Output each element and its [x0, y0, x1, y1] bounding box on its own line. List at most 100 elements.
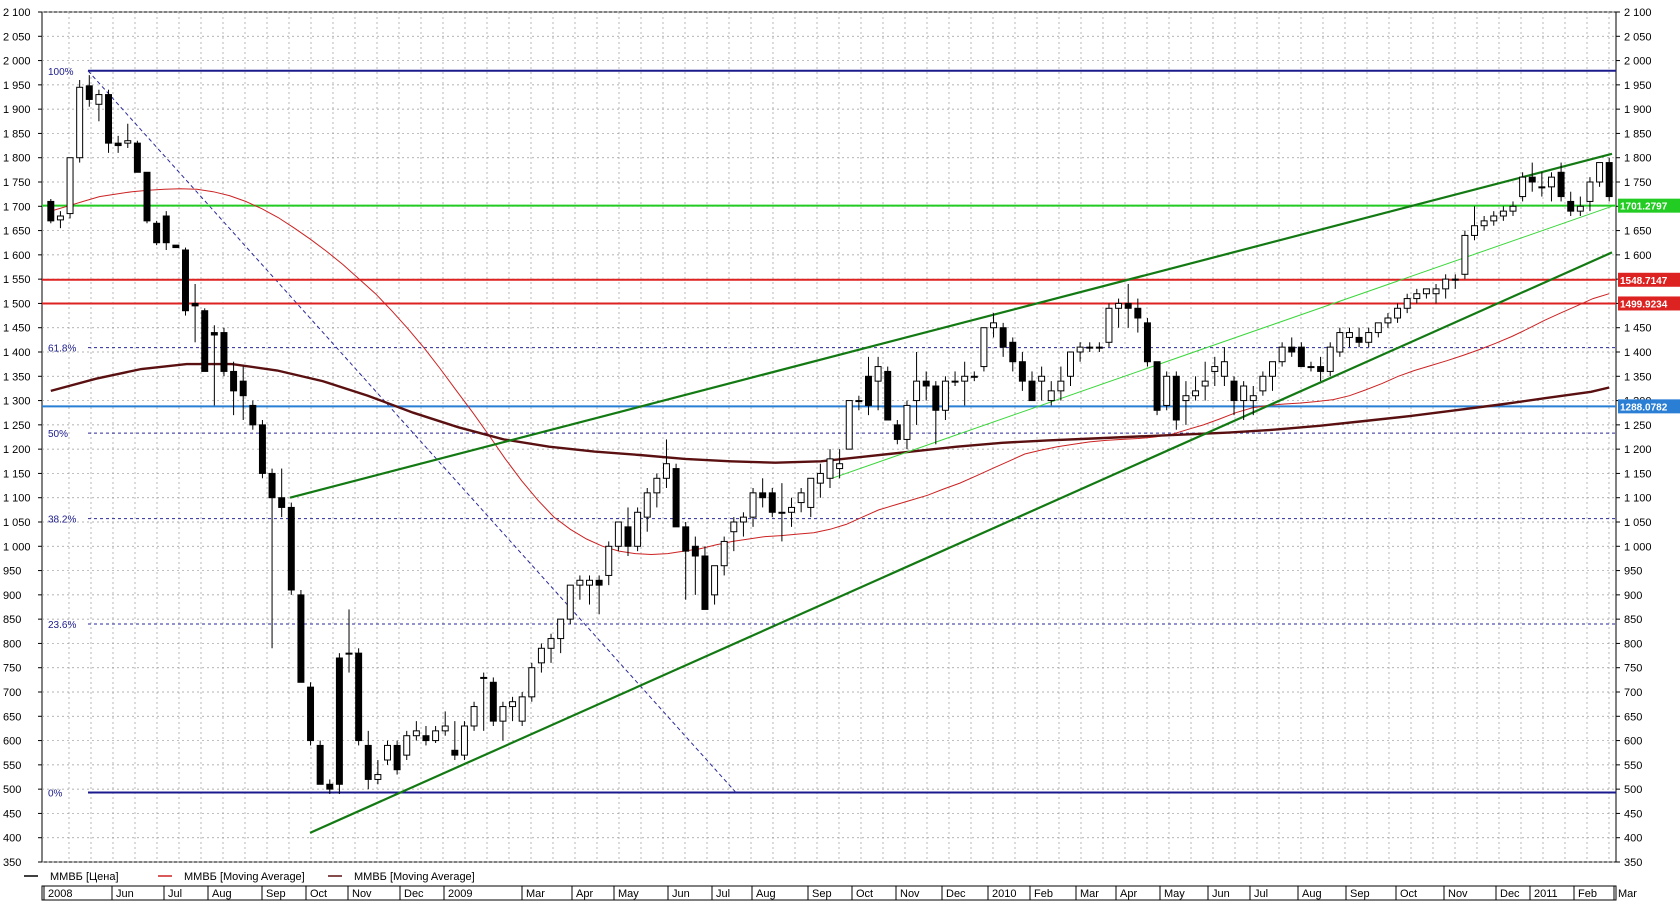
candle-body-up — [586, 579, 593, 586]
axes: 350 350 400 400 450 450 500 500 550 550 600 600 650 6… — [3, 7, 1680, 901]
candle-body-down — [172, 244, 180, 249]
candle-body-up — [1490, 215, 1498, 222]
x-tick-label: Jul — [1254, 888, 1268, 900]
fibonacci-diagonal — [87, 70, 737, 793]
x-tick-label: Apr — [1120, 888, 1137, 900]
candle-body-up — [1076, 346, 1084, 353]
x-tick-label: Aug — [212, 888, 232, 900]
price-level-tag-text: 1288.0782 — [1620, 402, 1668, 413]
candle-body-up — [634, 511, 642, 547]
x-tick-label: Feb — [1034, 888, 1053, 900]
candle-body-up — [797, 492, 805, 504]
candle-body-down — [691, 545, 699, 557]
y-tick-label-right: 500 — [1624, 784, 1642, 796]
y-tick-label-left: 1 800 — [3, 153, 31, 165]
candle-body-up — [1115, 302, 1123, 309]
x-tick-label: Oct — [310, 888, 327, 900]
candle-body-up — [95, 94, 103, 105]
x-tick-label: Jun — [672, 888, 690, 900]
candle-body-up — [518, 696, 526, 722]
candle-body-up — [1095, 346, 1103, 349]
y-tick-label-left: 1 900 — [3, 104, 31, 116]
candle-body-down — [1153, 361, 1161, 411]
y-tick-label-left: 1 150 — [3, 468, 31, 480]
price-level-tag — [1618, 198, 1680, 213]
y-tick-label-left: 1 950 — [3, 80, 31, 92]
candle-body-down — [624, 526, 632, 547]
candle-body-down — [162, 215, 170, 244]
candle-body-up — [557, 618, 565, 640]
candle-body-down — [182, 249, 189, 312]
y-tick-label-left: 600 — [3, 736, 21, 748]
x-tick-label: Aug — [1302, 888, 1322, 900]
candle-body-up — [56, 215, 64, 221]
candle-body-up — [384, 744, 391, 761]
candle-body-up — [749, 492, 757, 518]
candle-body-up — [1201, 380, 1209, 387]
x-tick-label: Sep — [266, 888, 286, 900]
candle-body-up — [739, 516, 747, 523]
candle-body-up — [547, 638, 555, 649]
y-tick-label-right: 450 — [1624, 808, 1642, 820]
candle-body-up — [1163, 375, 1171, 406]
candle-body-up — [970, 375, 978, 378]
candle-body-down — [1605, 162, 1613, 198]
candle-body-up — [1451, 278, 1459, 281]
candle-body-up — [1586, 181, 1594, 202]
candle-body-down — [287, 506, 295, 591]
y-tick-label-left: 750 — [3, 663, 21, 675]
candle-body-down — [1028, 380, 1036, 402]
candle-body-up — [1105, 307, 1113, 343]
candle-body-down — [105, 94, 113, 144]
candle-body-down — [393, 744, 401, 771]
candle-body-down — [864, 375, 872, 406]
candle-body-up — [1365, 332, 1373, 343]
price-level-tag-text: 1499.9234 — [1620, 299, 1668, 310]
candle-body-down — [1317, 366, 1325, 372]
candle-body-down — [1172, 375, 1180, 421]
x-tick-label: Dec — [404, 888, 424, 900]
x-tick-label: Jul — [168, 888, 182, 900]
candle-body-down — [47, 200, 55, 222]
candle-body-up — [403, 735, 411, 756]
candle-body-up — [614, 521, 622, 547]
candle-body-down — [682, 526, 690, 552]
fibonacci-level-label: 38.2% — [48, 515, 76, 526]
candle-body-up — [1422, 288, 1430, 295]
plot-frame — [41, 11, 1617, 863]
y-tick-label-left: 500 — [3, 784, 21, 796]
candle-body-up — [1057, 380, 1065, 392]
candle-body-up — [1471, 225, 1478, 236]
candle-body-down — [1124, 302, 1132, 309]
candle-body-up — [711, 565, 719, 596]
candle-body-up — [720, 540, 728, 567]
x-tick-label: Apr — [576, 888, 593, 900]
x-tick-label: Nov — [352, 888, 372, 900]
candle-body-down — [85, 85, 93, 100]
candle-body-up — [1269, 361, 1276, 377]
candle-body-down — [1009, 341, 1017, 363]
price-level-tag — [1618, 272, 1680, 287]
y-tick-label-right: 950 — [1624, 566, 1642, 578]
candle-body-up — [1403, 298, 1411, 309]
candle-body-up — [1394, 307, 1402, 319]
candle-body-up — [1326, 346, 1334, 372]
candle-body-up — [374, 774, 382, 780]
candle-body-up — [1413, 293, 1421, 300]
y-tick-label-left: 350 — [3, 857, 21, 869]
candle-body-up — [66, 157, 74, 215]
moving-average-fast — [50, 188, 1610, 556]
trend-lines — [289, 152, 1613, 834]
y-tick-label-right: 850 — [1624, 614, 1642, 626]
x-tick-label: Sep — [812, 888, 832, 900]
candle-body-up — [1038, 375, 1046, 382]
candle-body-up — [913, 380, 921, 402]
fibonacci-level-label: 50% — [48, 429, 68, 440]
moving-average-slow — [50, 362, 1610, 464]
y-tick-label-left: 1 350 — [3, 371, 31, 383]
y-tick-label-left: 1 850 — [3, 128, 31, 140]
y-tick-label-right: 800 — [1624, 638, 1642, 650]
candle-body-down — [316, 744, 324, 785]
candle-body-down — [451, 749, 459, 756]
upper-channel-line — [289, 152, 1613, 499]
